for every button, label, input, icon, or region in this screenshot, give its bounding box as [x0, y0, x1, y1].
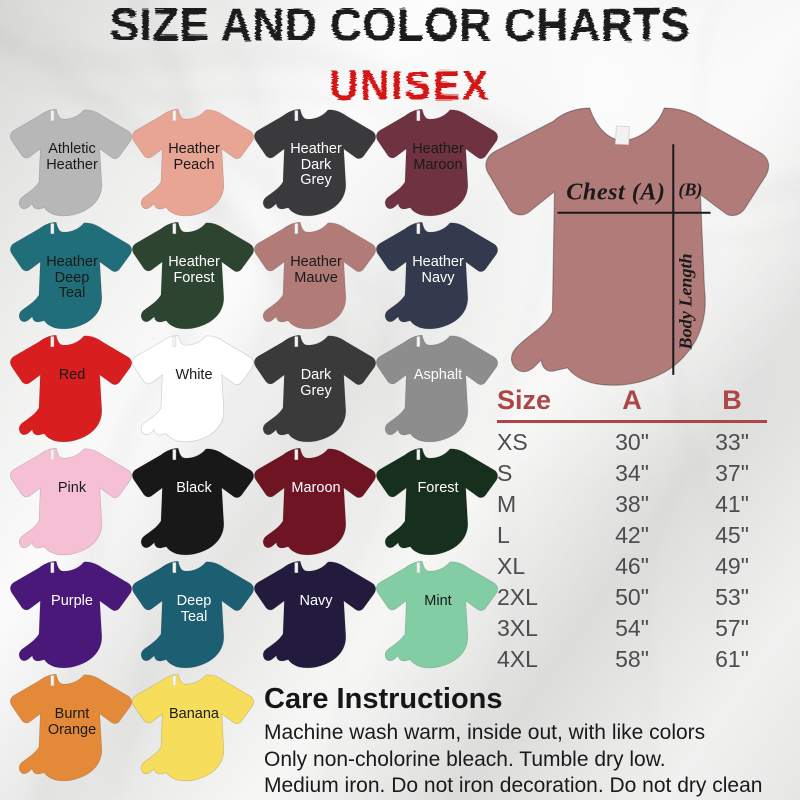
svg-text:Chest (A): Chest (A) [566, 179, 665, 206]
svg-text:(B): (B) [678, 180, 702, 201]
svg-text:Body Length: Body Length [675, 253, 695, 350]
svg-text:SIZE AND COLOR CHARTS: SIZE AND COLOR CHARTS [110, 0, 691, 51]
svg-text:UNISEX: UNISEX [330, 62, 491, 109]
